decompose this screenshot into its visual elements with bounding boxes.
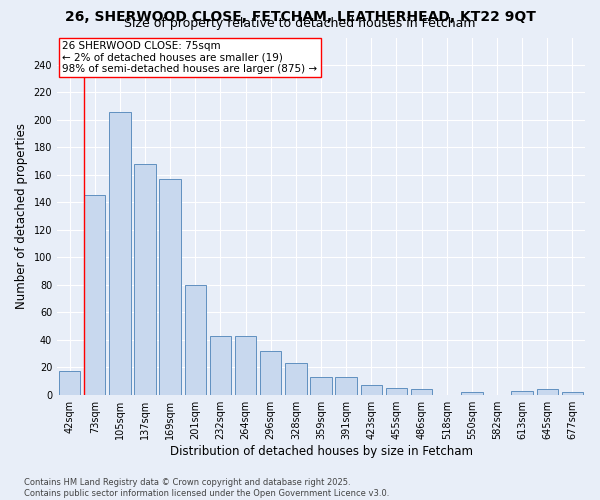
Bar: [386, 388, 407, 394]
Bar: [361, 385, 382, 394]
Bar: [260, 350, 281, 395]
Text: Size of property relative to detached houses in Fetcham: Size of property relative to detached ho…: [124, 18, 476, 30]
Bar: [134, 164, 156, 394]
Bar: [411, 389, 432, 394]
Bar: [285, 363, 307, 394]
Bar: [335, 377, 357, 394]
Bar: [109, 112, 131, 395]
Bar: [511, 390, 533, 394]
Bar: [235, 336, 256, 394]
Text: 26 SHERWOOD CLOSE: 75sqm
← 2% of detached houses are smaller (19)
98% of semi-de: 26 SHERWOOD CLOSE: 75sqm ← 2% of detache…: [62, 41, 317, 74]
X-axis label: Distribution of detached houses by size in Fetcham: Distribution of detached houses by size …: [170, 444, 473, 458]
Y-axis label: Number of detached properties: Number of detached properties: [15, 123, 28, 309]
Bar: [160, 179, 181, 394]
Bar: [210, 336, 231, 394]
Text: Contains HM Land Registry data © Crown copyright and database right 2025.
Contai: Contains HM Land Registry data © Crown c…: [24, 478, 389, 498]
Bar: [310, 377, 332, 394]
Text: 26, SHERWOOD CLOSE, FETCHAM, LEATHERHEAD, KT22 9QT: 26, SHERWOOD CLOSE, FETCHAM, LEATHERHEAD…: [65, 10, 535, 24]
Bar: [84, 196, 106, 394]
Bar: [562, 392, 583, 394]
Bar: [185, 285, 206, 395]
Bar: [536, 389, 558, 394]
Bar: [461, 392, 482, 394]
Bar: [59, 372, 80, 394]
